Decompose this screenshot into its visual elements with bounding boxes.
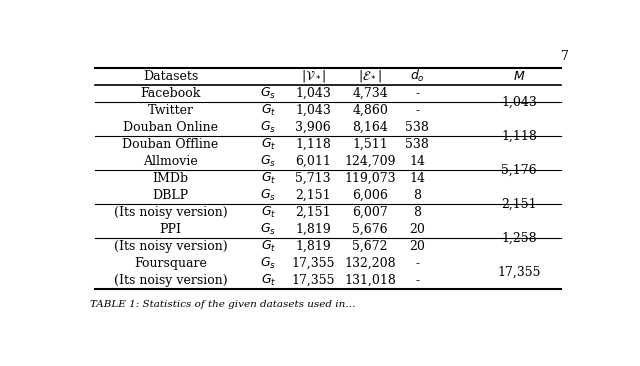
Text: 6,007: 6,007: [352, 206, 388, 219]
Text: 131,018: 131,018: [344, 274, 396, 287]
Text: 132,208: 132,208: [344, 257, 396, 270]
Text: 4,734: 4,734: [352, 87, 388, 100]
Text: 6,006: 6,006: [352, 189, 388, 202]
Text: -: -: [415, 104, 419, 117]
Text: 2,151: 2,151: [295, 189, 331, 202]
Text: Allmovie: Allmovie: [143, 155, 198, 168]
Text: DBLP: DBLP: [152, 189, 189, 202]
Text: $d_o$: $d_o$: [410, 68, 425, 85]
Text: IMDb: IMDb: [152, 172, 189, 185]
Text: 119,073: 119,073: [344, 172, 396, 185]
Text: 20: 20: [410, 240, 425, 253]
Text: (Its noisy version): (Its noisy version): [114, 240, 227, 253]
Text: 20: 20: [410, 223, 425, 236]
Text: 2,151: 2,151: [501, 198, 537, 210]
Text: -: -: [415, 257, 419, 270]
Text: 538: 538: [405, 138, 429, 151]
Text: $M$: $M$: [513, 70, 525, 83]
Text: 6,011: 6,011: [295, 155, 331, 168]
Text: Twitter: Twitter: [147, 104, 193, 117]
Text: -: -: [415, 87, 419, 100]
Text: $G_t$: $G_t$: [260, 137, 276, 152]
Text: 5,676: 5,676: [353, 223, 388, 236]
Text: 1,819: 1,819: [295, 223, 331, 236]
Text: $G_t$: $G_t$: [260, 205, 276, 220]
Text: 538: 538: [405, 121, 429, 134]
Text: 1,118: 1,118: [295, 138, 331, 151]
Text: 2,151: 2,151: [295, 206, 331, 219]
Text: Foursquare: Foursquare: [134, 257, 207, 270]
Text: 3,906: 3,906: [295, 121, 331, 134]
Text: 1,511: 1,511: [352, 138, 388, 151]
Text: 1,043: 1,043: [295, 104, 331, 117]
Text: Facebook: Facebook: [140, 87, 201, 100]
Text: 5,672: 5,672: [353, 240, 388, 253]
Text: 1,118: 1,118: [501, 130, 537, 142]
Text: Datasets: Datasets: [143, 70, 198, 83]
Text: -: -: [415, 274, 419, 287]
Text: 14: 14: [410, 155, 425, 168]
Text: PPI: PPI: [159, 223, 182, 236]
Text: (Its noisy version): (Its noisy version): [114, 206, 227, 219]
Text: $G_s$: $G_s$: [260, 188, 276, 203]
Text: $|\mathcal{E}_*|$: $|\mathcal{E}_*|$: [358, 68, 382, 85]
Text: 17,355: 17,355: [291, 274, 335, 287]
Text: 124,709: 124,709: [344, 155, 396, 168]
Text: $G_s$: $G_s$: [260, 222, 276, 237]
Text: $G_t$: $G_t$: [260, 273, 276, 288]
Text: $G_t$: $G_t$: [260, 239, 276, 254]
Text: Douban Offline: Douban Offline: [122, 138, 219, 151]
Text: $G_t$: $G_t$: [260, 103, 276, 118]
Text: $G_s$: $G_s$: [260, 86, 276, 101]
Text: $G_s$: $G_s$: [260, 120, 276, 135]
Text: 17,355: 17,355: [291, 257, 335, 270]
Text: 1,043: 1,043: [501, 96, 537, 108]
Text: 14: 14: [410, 172, 425, 185]
Text: $G_t$: $G_t$: [260, 171, 276, 186]
Text: Douban Online: Douban Online: [123, 121, 218, 134]
Text: 7: 7: [561, 49, 568, 63]
Text: 1,258: 1,258: [501, 232, 537, 244]
Text: 1,043: 1,043: [295, 87, 331, 100]
Text: 5,176: 5,176: [501, 164, 537, 176]
Text: 8,164: 8,164: [352, 121, 388, 134]
Text: 4,860: 4,860: [352, 104, 388, 117]
Text: 8: 8: [413, 189, 421, 202]
Text: 17,355: 17,355: [497, 266, 541, 279]
Text: $G_s$: $G_s$: [260, 256, 276, 271]
Text: 5,713: 5,713: [295, 172, 331, 185]
Text: $G_s$: $G_s$: [260, 154, 276, 169]
Text: $|\mathcal{V}_*|$: $|\mathcal{V}_*|$: [301, 68, 326, 85]
Text: 8: 8: [413, 206, 421, 219]
Text: 1,819: 1,819: [295, 240, 331, 253]
Text: TABLE 1: Statistics of the given datasets used in…: TABLE 1: Statistics of the given dataset…: [90, 300, 356, 309]
Text: (Its noisy version): (Its noisy version): [114, 274, 227, 287]
